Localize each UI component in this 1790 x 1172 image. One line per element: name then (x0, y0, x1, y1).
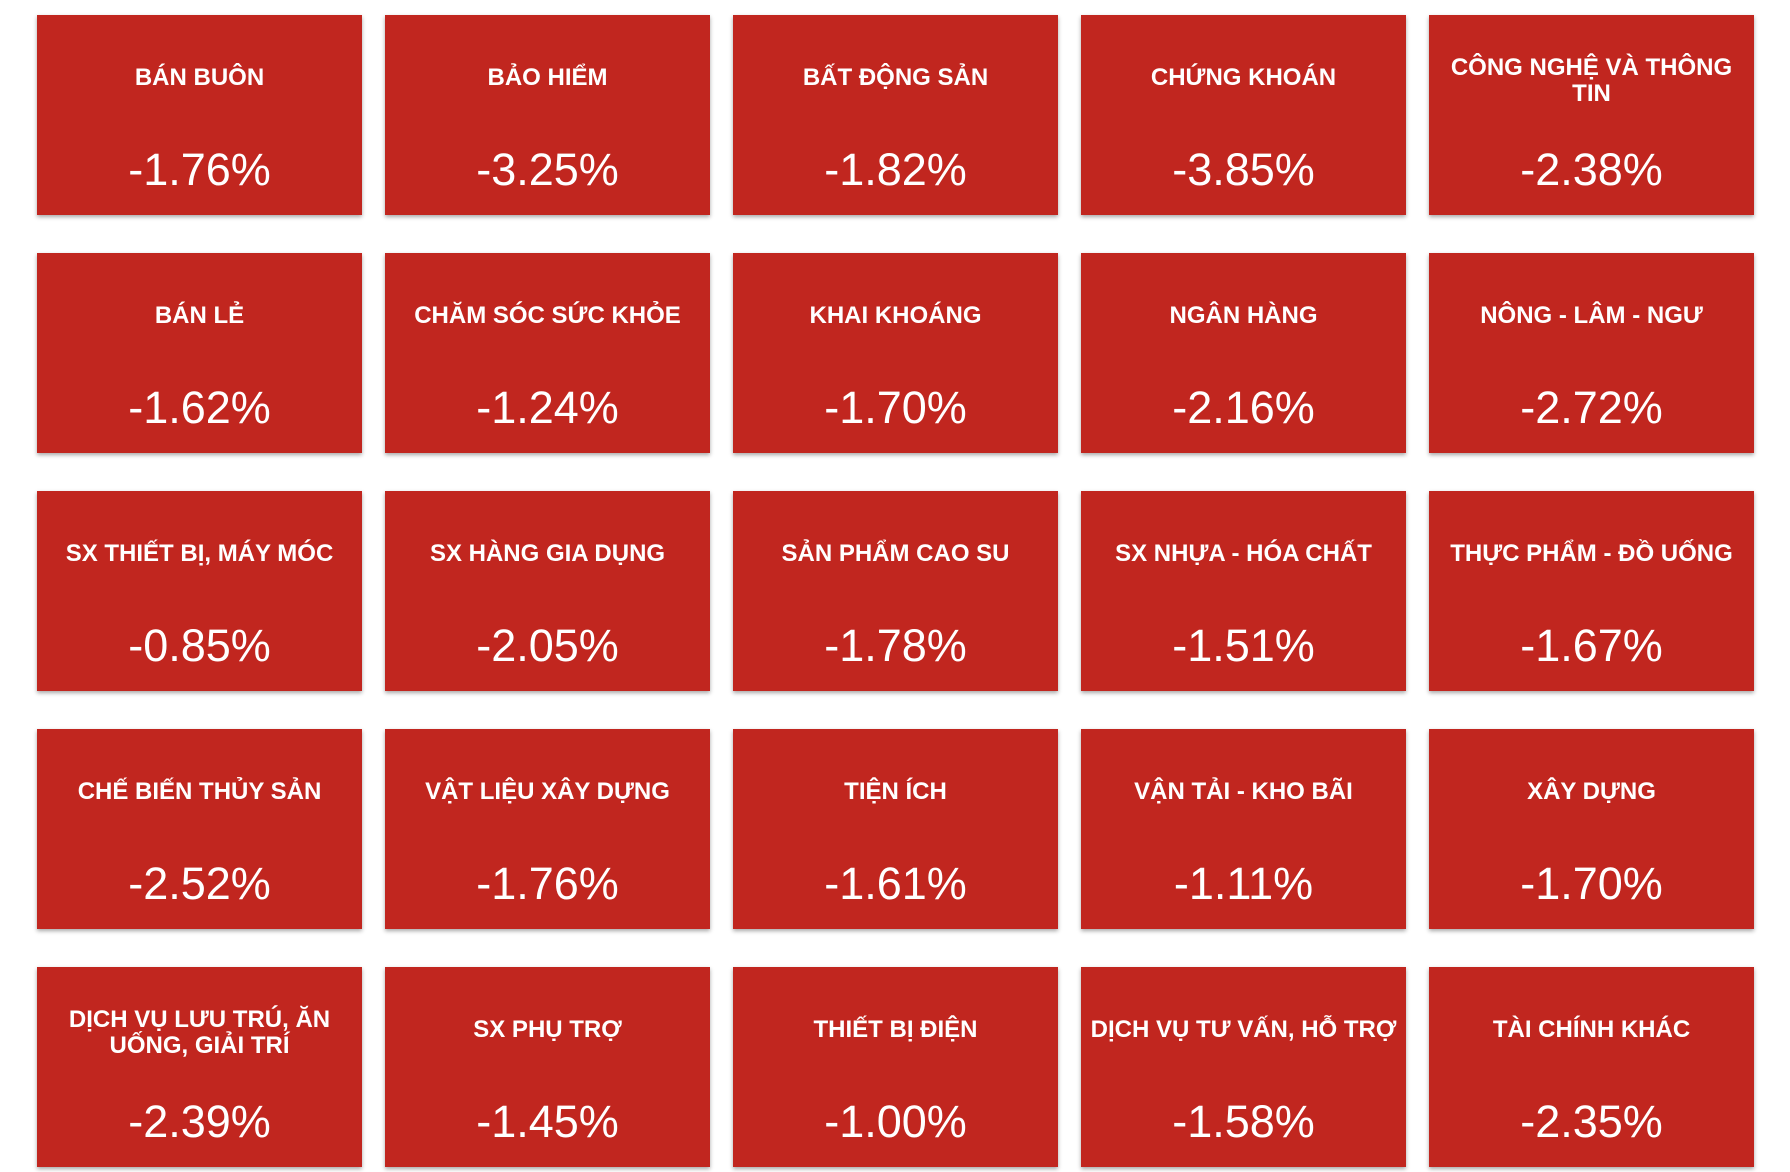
sector-name: CHĂM SÓC SỨC KHỎE (414, 302, 681, 329)
sector-change: -2.39% (128, 1096, 271, 1147)
sector-change: -1.11% (1173, 858, 1314, 909)
sector-change: -1.76% (128, 144, 271, 195)
sector-tile: VẬN TẢI - KHO BÃI -1.11% (1081, 729, 1406, 929)
sector-change: -1.61% (824, 858, 967, 909)
sector-tile: DỊCH VỤ LƯU TRÚ, ĂN UỐNG, GIẢI TRÍ -2.39% (37, 967, 362, 1167)
sector-change: -1.62% (128, 382, 271, 433)
sector-change: -1.82% (824, 144, 967, 195)
sector-change: -2.16% (1172, 382, 1315, 433)
sector-name: SX NHỰA - HÓA CHẤT (1115, 540, 1372, 567)
sector-change: -2.05% (476, 620, 619, 671)
sector-name: SX PHỤ TRỢ (473, 1016, 622, 1043)
sector-tile: CHẾ BIẾN THỦY SẢN -2.52% (37, 729, 362, 929)
sector-name: THỰC PHẨM - ĐỒ UỐNG (1450, 540, 1733, 567)
sector-name: THIẾT BỊ ĐIỆN (813, 1016, 978, 1043)
sector-name: CÔNG NGHỆ VÀ THÔNG TIN (1450, 54, 1733, 107)
sector-tile: TÀI CHÍNH KHÁC -2.35% (1429, 967, 1754, 1167)
sector-name: VẬN TẢI - KHO BÃI (1134, 778, 1353, 805)
sector-tile: SX NHỰA - HÓA CHẤT -1.51% (1081, 491, 1406, 691)
sector-name: NÔNG - LÂM - NGƯ (1480, 302, 1703, 329)
sector-tile: NGÂN HÀNG -2.16% (1081, 253, 1406, 453)
sector-change: -3.85% (1172, 144, 1315, 195)
sector-tile: THỰC PHẨM - ĐỒ UỐNG -1.67% (1429, 491, 1754, 691)
sector-tile: SX PHỤ TRỢ -1.45% (385, 967, 710, 1167)
sector-name: CHỨNG KHOÁN (1150, 64, 1337, 91)
sector-name: NGÂN HÀNG (1169, 302, 1318, 329)
sector-tile: SX HÀNG GIA DỤNG -2.05% (385, 491, 710, 691)
sector-change: -1.70% (1520, 858, 1663, 909)
sector-tile: KHAI KHOÁNG -1.70% (733, 253, 1058, 453)
sector-change: -3.25% (476, 144, 619, 195)
sector-name: TIỆN ÍCH (844, 778, 947, 805)
sector-change: -2.38% (1520, 144, 1663, 195)
sector-name: KHAI KHOÁNG (809, 302, 982, 329)
sector-change: -2.35% (1520, 1096, 1663, 1147)
sector-tile: BẢO HIỂM -3.25% (385, 15, 710, 215)
sector-name: SX HÀNG GIA DỤNG (429, 540, 666, 567)
sector-change: -1.00% (824, 1096, 967, 1147)
sector-name: BÁN LẺ (154, 302, 245, 329)
sector-tile: BÁN BUÔN -1.76% (37, 15, 362, 215)
sector-tile: SẢN PHẨM CAO SU -1.78% (733, 491, 1058, 691)
sector-tile: CHỨNG KHOÁN -3.85% (1081, 15, 1406, 215)
sector-change: -0.85% (128, 620, 271, 671)
sector-name: DỊCH VỤ LƯU TRÚ, ĂN UỐNG, GIẢI TRÍ (68, 1006, 331, 1059)
sector-tile: CÔNG NGHỆ VÀ THÔNG TIN -2.38% (1429, 15, 1754, 215)
sector-change: -1.78% (824, 620, 967, 671)
sector-change: -1.58% (1172, 1096, 1315, 1147)
sector-change: -1.45% (476, 1096, 619, 1147)
sector-change: -1.70% (824, 382, 967, 433)
sector-tile: XÂY DỰNG -1.70% (1429, 729, 1754, 929)
sector-name: TÀI CHÍNH KHÁC (1492, 1016, 1691, 1043)
sector-change: -1.51% (1172, 620, 1315, 671)
sector-name: CHẾ BIẾN THỦY SẢN (77, 778, 322, 805)
sector-name: SX THIẾT BỊ, MÁY MÓC (65, 540, 334, 567)
sector-tile: CHĂM SÓC SỨC KHỎE -1.24% (385, 253, 710, 453)
sector-name: SẢN PHẨM CAO SU (781, 540, 1010, 567)
sector-change: -2.52% (128, 858, 271, 909)
sector-tile: TIỆN ÍCH -1.61% (733, 729, 1058, 929)
sector-tile: NÔNG - LÂM - NGƯ -2.72% (1429, 253, 1754, 453)
sector-name: BÁN BUÔN (134, 64, 265, 91)
sector-name: XÂY DỰNG (1527, 778, 1656, 805)
sector-tile: BÁN LẺ -1.62% (37, 253, 362, 453)
sector-name: DỊCH VỤ TƯ VẤN, HỖ TRỢ (1090, 1016, 1397, 1043)
sector-tile: SX THIẾT BỊ, MÁY MÓC -0.85% (37, 491, 362, 691)
sector-name: BẤT ĐỘNG SẢN (802, 64, 989, 91)
sector-change: -2.72% (1520, 382, 1663, 433)
sector-change: -1.76% (476, 858, 619, 909)
sector-tile: DỊCH VỤ TƯ VẤN, HỖ TRỢ -1.58% (1081, 967, 1406, 1167)
sector-change: -1.67% (1520, 620, 1663, 671)
sector-change: -1.24% (476, 382, 619, 433)
sector-tile: BẤT ĐỘNG SẢN -1.82% (733, 15, 1058, 215)
sector-name: VẬT LIỆU XÂY DỰNG (425, 778, 670, 805)
sector-name: BẢO HIỂM (487, 64, 608, 91)
sector-tile: VẬT LIỆU XÂY DỰNG -1.76% (385, 729, 710, 929)
sector-tile: THIẾT BỊ ĐIỆN -1.00% (733, 967, 1058, 1167)
